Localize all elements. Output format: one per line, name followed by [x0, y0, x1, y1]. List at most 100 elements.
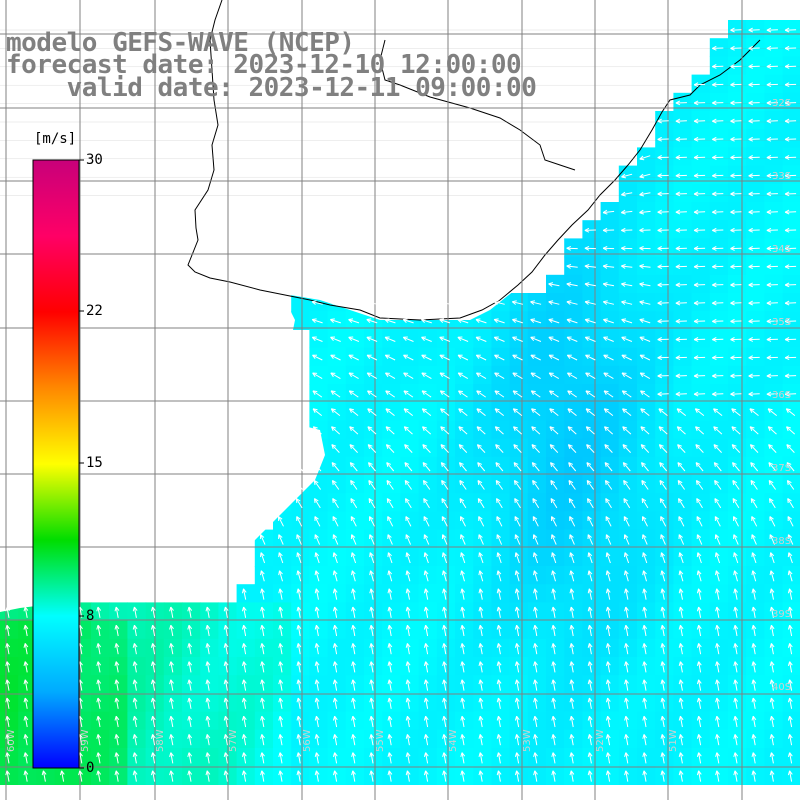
wind-arrow [784, 136, 797, 142]
wind-speed-cell [582, 420, 602, 440]
wind-arrow [533, 697, 538, 709]
wind-speed-cell [782, 566, 800, 585]
wind-speed-cell [691, 311, 711, 330]
wind-arrow [621, 318, 633, 324]
wind-arrow [514, 715, 520, 728]
wind-arrow [678, 516, 685, 527]
wind-speed-cell [764, 202, 784, 221]
wind-speed-cell [655, 493, 674, 512]
wind-arrow [369, 643, 375, 655]
wind-arrow [730, 300, 742, 306]
wind-speed-cell [309, 638, 329, 658]
wind-arrow [114, 679, 120, 691]
wind-arrow [150, 661, 156, 673]
wind-arrow [496, 498, 503, 509]
wind-speed-cell [546, 384, 565, 403]
wind-arrow [330, 390, 341, 398]
wind-arrow [351, 770, 356, 782]
wind-arrow [241, 715, 247, 728]
wind-speed-cell [364, 347, 383, 367]
wind-speed-cell [327, 347, 347, 367]
wind-speed-cell [746, 456, 765, 476]
wind-speed-cell [382, 493, 401, 512]
wind-arrow [730, 337, 742, 342]
wind-speed-cell [345, 602, 365, 622]
wind-arrow [387, 606, 393, 618]
wind-speed-cell [163, 693, 183, 713]
wind-speed-cell [746, 56, 765, 76]
wind-speed-cell [182, 766, 201, 785]
wind-speed-cell [673, 620, 693, 640]
wind-speed-cell [709, 766, 729, 785]
wind-arrow [784, 191, 797, 197]
wind-speed-cell [400, 365, 420, 385]
wind-arrow [496, 770, 502, 782]
wind-arrow [678, 588, 684, 600]
wind-speed-cell [764, 456, 784, 476]
wind-arrow [351, 643, 356, 655]
wind-arrow [678, 534, 685, 545]
wind-speed-cell [382, 547, 401, 567]
wind-arrow [605, 661, 611, 673]
wind-speed-cell [400, 329, 420, 349]
wind-arrow [675, 209, 687, 215]
wind-speed-cell [273, 766, 292, 785]
wind-arrow [768, 462, 777, 472]
wind-arrow [585, 372, 596, 380]
wind-arrow [96, 734, 102, 746]
wind-speed-cell [91, 638, 110, 658]
wind-arrow [604, 480, 613, 490]
wind-arrow [23, 679, 29, 691]
wind-speed-cell [746, 438, 765, 458]
wind-speed-cell [473, 547, 492, 567]
wind-speed-cell [673, 420, 693, 440]
wind-arrow [659, 462, 668, 472]
wind-speed-cell [746, 620, 765, 640]
wind-arrow [59, 770, 65, 782]
wind-speed-cell [491, 420, 511, 440]
wind-arrow [351, 624, 356, 637]
wind-arrow [260, 624, 265, 637]
wind-arrow [730, 155, 742, 160]
wind-speed-cell [254, 566, 274, 585]
wind-arrow [533, 624, 538, 637]
wind-speed-cell [764, 311, 784, 330]
wind-speed-cell [345, 438, 365, 458]
wind-arrow [769, 606, 775, 618]
wind-speed-cell [637, 620, 656, 640]
wind-speed-cell [746, 38, 765, 57]
wind-speed-cell [655, 402, 674, 421]
wind-speed-cell [782, 238, 800, 258]
wind-speed-cell [400, 384, 420, 403]
wind-arrow [387, 734, 393, 746]
wind-speed-cell [673, 456, 693, 476]
wind-speed-cell [309, 566, 329, 585]
wind-arrow [150, 770, 156, 782]
wind-arrow [784, 100, 797, 106]
wind-arrow [675, 191, 687, 197]
wind-speed-cell [309, 748, 329, 767]
wind-arrow [458, 390, 468, 398]
wind-speed-cell [637, 493, 656, 512]
wind-speed-cell [400, 566, 420, 585]
wind-speed-cell [309, 620, 329, 640]
wind-arrow [766, 373, 778, 379]
wind-arrow [384, 318, 396, 324]
wind-arrow [715, 570, 720, 582]
wind-speed-cell [618, 420, 638, 440]
wind-arrow [150, 643, 156, 655]
wind-arrow [769, 498, 776, 509]
wind-speed-cell [673, 675, 693, 694]
wind-arrow [642, 624, 648, 637]
wind-speed-cell [18, 620, 37, 640]
wind-speed-cell [509, 329, 529, 349]
wind-arrow [784, 82, 797, 88]
wind-speed-cell [728, 384, 747, 403]
wind-arrow [475, 300, 487, 305]
wind-arrow [587, 588, 593, 600]
wind-speed-cell [728, 729, 747, 749]
wind-arrow [402, 300, 414, 305]
wind-speed-cell [673, 274, 693, 294]
wind-arrow [313, 480, 322, 490]
wind-arrow [605, 624, 611, 637]
